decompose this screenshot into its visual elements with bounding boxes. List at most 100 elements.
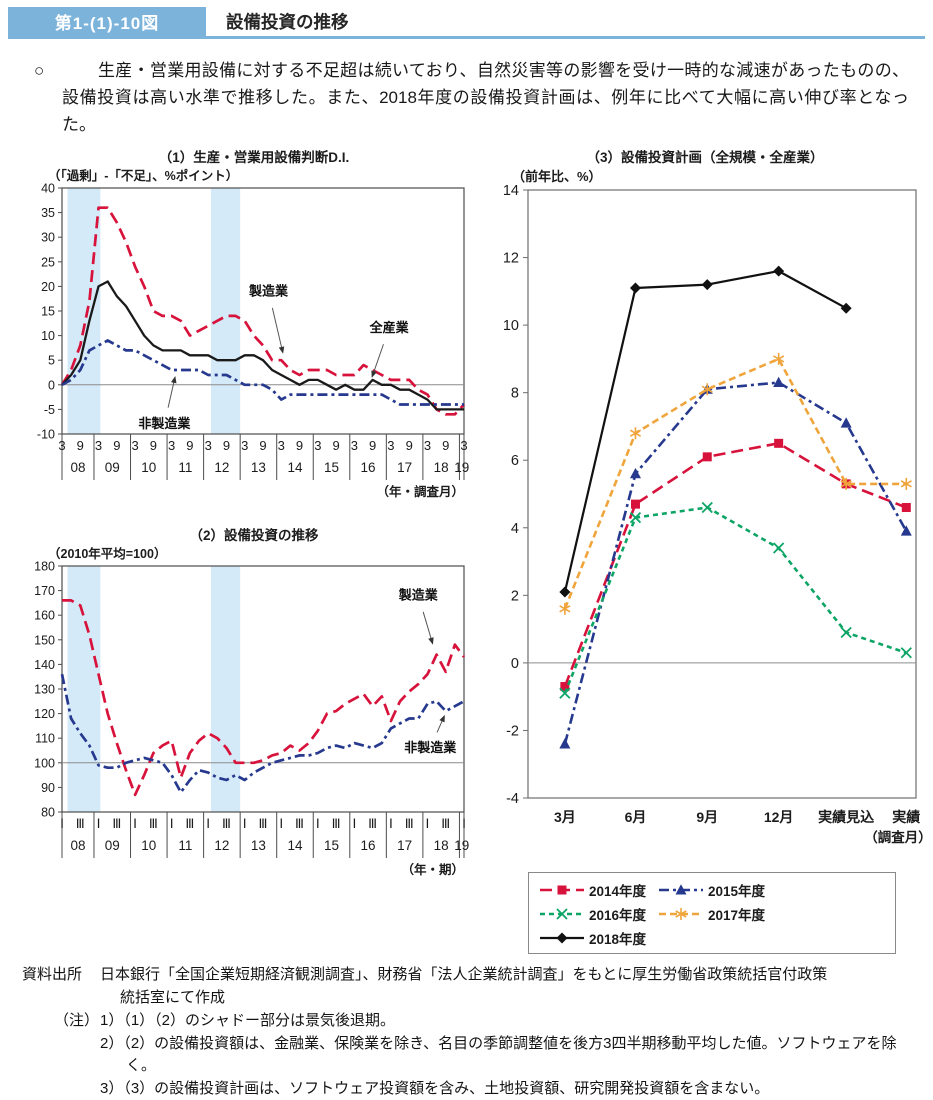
svg-text:4: 4 (511, 521, 519, 537)
series-annotation: 非製造業 (138, 416, 191, 431)
legend-label: 2016年度 (589, 904, 646, 924)
svg-text:Ⅰ: Ⅰ (60, 816, 64, 831)
svg-text:9: 9 (150, 438, 157, 453)
svg-text:Ⅲ: Ⅲ (112, 816, 121, 831)
svg-text:0: 0 (511, 656, 519, 672)
svg-text:17: 17 (397, 460, 412, 475)
svg-text:9: 9 (77, 438, 84, 453)
svg-text:3: 3 (278, 438, 285, 453)
svg-text:3: 3 (314, 438, 321, 453)
source-label: 資料出所 (22, 964, 100, 1009)
svg-text:10: 10 (141, 460, 156, 475)
recession-band (211, 188, 240, 434)
svg-text:Ⅰ: Ⅰ (462, 816, 466, 831)
series-all-industries (62, 282, 464, 410)
svg-text:（2010年平均=100）: （2010年平均=100） (48, 546, 166, 561)
svg-text:13: 13 (251, 460, 266, 475)
svg-text:12月: 12月 (764, 809, 794, 825)
svg-text:Ⅰ: Ⅰ (206, 816, 210, 831)
svg-text:Ⅰ: Ⅰ (133, 816, 137, 831)
chart2-title: （2）設備投資の推移 (28, 526, 480, 546)
legend-line-sample (539, 906, 585, 922)
svg-text:14: 14 (287, 838, 303, 853)
svg-text:12: 12 (214, 460, 229, 475)
svg-text:Ⅲ: Ⅲ (222, 816, 231, 831)
svg-text:Ⅰ: Ⅰ (352, 816, 356, 831)
svg-text:実績見込: 実績見込 (818, 809, 874, 825)
series-fy2016 (560, 503, 911, 699)
svg-text:9: 9 (113, 438, 120, 453)
svg-text:20: 20 (41, 280, 55, 294)
series-fy2018 (559, 266, 851, 598)
svg-text:17: 17 (397, 838, 412, 853)
series-annotation: 製造業 (398, 588, 439, 603)
legend-line-sample (658, 882, 704, 898)
figure-number-badge: 第1-(1)-10図 (8, 7, 206, 36)
svg-text:0: 0 (48, 378, 55, 392)
legend-line-sample (658, 906, 704, 922)
svg-text:Ⅲ: Ⅲ (295, 816, 304, 831)
series-non-manufacturing (62, 341, 464, 405)
svg-text:9: 9 (369, 438, 376, 453)
svg-text:130: 130 (34, 683, 55, 697)
svg-text:3: 3 (460, 438, 467, 453)
svg-text:18: 18 (434, 838, 449, 853)
svg-text:Ⅲ: Ⅲ (76, 816, 85, 831)
svg-text:9: 9 (406, 438, 413, 453)
svg-text:12: 12 (503, 251, 519, 267)
svg-text:3: 3 (168, 438, 175, 453)
svg-text:110: 110 (35, 732, 55, 746)
svg-text:09: 09 (105, 460, 120, 475)
summary-text: 生産・営業用設備に対する不足超は続いており、自然災害等の影響を受け一時的な減速が… (62, 61, 909, 134)
svg-text:-5: -5 (44, 403, 55, 417)
svg-text:40: 40 (41, 182, 55, 196)
svg-text:14: 14 (503, 183, 519, 199)
series-fy2014 (560, 439, 910, 691)
svg-text:3: 3 (205, 438, 212, 453)
series-non-manufacturing (62, 674, 464, 792)
svg-text:6: 6 (511, 453, 519, 469)
source-line-2: 統括室にて作成 (100, 987, 913, 1010)
legend-line-sample (539, 882, 585, 898)
svg-text:80: 80 (41, 806, 55, 820)
svg-text:3: 3 (95, 438, 102, 453)
svg-text:（調査月）: （調査月） (864, 829, 924, 845)
chart2-canvas: （2010年平均=100）180170160150140130120110100… (28, 546, 476, 890)
svg-text:5: 5 (48, 354, 55, 368)
svg-text:90: 90 (41, 781, 55, 795)
svg-text:3月: 3月 (554, 809, 576, 825)
svg-text:9: 9 (259, 438, 266, 453)
figure-header: 第1-(1)-10図 設備投資の推移 (8, 7, 925, 39)
chart3-title: （3）設備投資計画（全規模・全産業） (484, 148, 926, 168)
recession-band (67, 188, 100, 434)
note-item-3: 3）（3）の設備投資計画は、ソフトウェア投資額を含み、土地投資額、研究開発投資額… (100, 1078, 909, 1100)
note-list: 1）（1）（2）のシャドー部分は景気後退期。 2）（2）の設備投資額は、金融業、… (100, 1010, 913, 1100)
legend-item-fy2016: 2016年度 (539, 904, 654, 924)
svg-text:Ⅲ: Ⅲ (259, 816, 268, 831)
svg-text:100: 100 (34, 756, 55, 770)
svg-text:16: 16 (361, 460, 376, 475)
series-manufacturing (62, 600, 464, 794)
note-item-2: 2）（2）の設備投資額は、金融業、保険業を除き、名目の季節調整値を後方3四半期移… (100, 1033, 909, 1078)
svg-text:2: 2 (511, 588, 519, 604)
svg-text:3: 3 (387, 438, 394, 453)
svg-text:（前年比、%）: （前年比、%） (512, 169, 602, 184)
svg-text:15: 15 (324, 460, 339, 475)
svg-text:Ⅲ: Ⅲ (332, 816, 341, 831)
legend-item-fy2018: 2018年度 (539, 928, 654, 948)
series-annotation: 非製造業 (404, 740, 457, 755)
figure-title: 設備投資の推移 (206, 7, 349, 36)
svg-text:Ⅲ: Ⅲ (368, 816, 377, 831)
svg-text:-4: -4 (506, 791, 519, 807)
svg-text:25: 25 (41, 255, 55, 269)
svg-text:09: 09 (105, 838, 120, 853)
svg-text:15: 15 (41, 305, 55, 319)
source-row: 資料出所 日本銀行「全国企業短期経済観測調査」、財務省「法人企業統計調査」をもと… (22, 964, 913, 1009)
svg-text:-10: -10 (37, 428, 55, 442)
